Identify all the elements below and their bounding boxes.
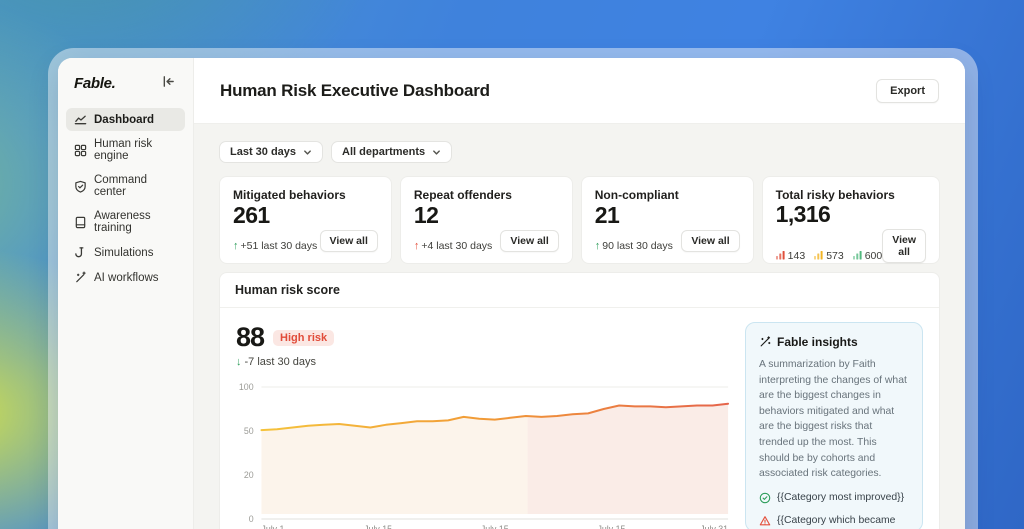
sidebar-item-dashboard[interactable]: Dashboard [66,108,185,131]
department-select[interactable]: All departments [331,141,452,163]
sidebar-item-awareness-training[interactable]: Awareness training [66,205,185,239]
stat-card-non-compliant: Non-compliant 21 ↑ 90 last 30 days View … [581,176,754,264]
sidebar-item-label: Human risk engine [94,138,177,162]
chevron-down-icon [303,148,312,157]
insights-body: A summarization by Faith interpreting th… [759,357,909,482]
stat-card-value: 261 [233,203,378,227]
page-title: Human Risk Executive Dashboard [220,81,490,101]
stat-card-label: Non-compliant [595,188,740,202]
date-range-value: Last 30 days [230,146,296,158]
stat-card-label: Total risky behaviors [776,188,926,202]
stat-card-delta: ↑ +51 last 30 days [233,240,317,252]
sidebar-item-command-center[interactable]: Command center [66,169,185,203]
arrow-down-icon: ↓ [236,356,242,368]
svg-text:July 1: July 1 [261,524,284,529]
view-all-button[interactable]: View all [500,230,558,252]
app-window: Fable. Dashboard Human risk engine Co [58,58,965,529]
stat-card-label: Repeat offenders [414,188,559,202]
stat-card-mitigated-behaviors: Mitigated behaviors 261 ↑ +51 last 30 da… [219,176,392,264]
risk-score-chart: 100 50 20 0 July 1 July 15 July 15 July 15 July … [236,381,732,529]
sidebar: Fable. Dashboard Human risk engine Co [58,58,194,529]
stat-card-total-risky-behaviors: Total risky behaviors 1,316 143 573 [762,176,940,264]
collapse-sidebar-icon [162,75,175,91]
stat-cards-row: Mitigated behaviors 261 ↑ +51 last 30 da… [219,176,940,264]
grid-icon [74,144,87,157]
stat-card-repeat-offenders: Repeat offenders 12 ↑ +4 last 30 days Vi… [400,176,573,264]
stat-card-delta: ↑ 90 last 30 days [595,240,673,252]
risk-breakdown: 143 573 600 [776,249,883,263]
stat-card-delta: ↑ +4 last 30 days [414,240,492,252]
sidebar-collapse-button[interactable] [160,73,177,93]
shield-check-icon [74,180,87,193]
high-risk-badge: High risk [273,330,334,346]
insight-item-improved: {{Category most improved}} [759,491,909,505]
chart-line-icon [74,113,87,126]
risk-score-value: 88 [236,322,264,353]
sidebar-item-simulations[interactable]: Simulations [66,241,185,264]
check-circle-icon [759,492,771,504]
fable-insights-panel: Fable insights A summarization by Faith … [745,322,923,529]
stat-card-label: Mitigated behaviors [233,188,378,202]
sidebar-item-label: AI workflows [94,272,159,284]
book-icon [74,216,87,229]
sidebar-item-label: Awareness training [94,210,177,234]
wand-icon [74,271,87,284]
view-all-button[interactable]: View all [681,230,739,252]
sidebar-item-label: Simulations [94,247,153,259]
view-all-button[interactable]: View all [882,229,926,263]
sidebar-item-label: Command center [94,174,177,198]
arrow-up-icon: ↑ [233,240,239,252]
svg-text:100: 100 [239,382,254,392]
svg-text:50: 50 [244,426,254,436]
date-range-select[interactable]: Last 30 days [219,141,323,163]
sidebar-item-ai-workflows[interactable]: AI workflows [66,266,185,289]
arrow-up-icon: ↑ [595,240,601,252]
fable-logo: Fable. [74,75,116,92]
svg-text:July 15: July 15 [481,524,509,529]
bars-yellow-icon [814,249,823,263]
svg-text:July 15: July 15 [597,524,625,529]
view-all-button[interactable]: View all [320,230,378,252]
svg-text:July 31: July 31 [700,524,728,529]
svg-text:0: 0 [249,514,254,524]
svg-text:20: 20 [244,470,254,480]
export-button[interactable]: Export [876,79,939,103]
sidebar-item-human-risk-engine[interactable]: Human risk engine [66,133,185,167]
risk-score-delta: ↓ -7 last 30 days [236,356,732,368]
risk-score-line-chart: 100 50 20 0 July 1 July 15 July 15 July 15 July … [236,381,732,529]
main-area: Human Risk Executive Dashboard Export La… [194,58,965,529]
page-header: Human Risk Executive Dashboard Export [194,58,965,124]
stat-card-value: 1,316 [776,202,926,226]
sparkle-wand-icon [759,336,771,348]
stat-card-value: 21 [595,203,740,227]
department-value: All departments [342,146,425,158]
dashboard-content: Last 30 days All departments Mitigated b… [194,124,965,529]
human-risk-score-card: Human risk score 88 High risk ↓ -7 last … [219,272,940,529]
alert-triangle-icon [759,515,771,527]
sidebar-item-label: Dashboard [94,114,154,126]
chevron-down-icon [432,148,441,157]
filters-row: Last 30 days All departments [219,141,940,163]
hook-icon [74,246,87,259]
stat-card-value: 12 [414,203,559,227]
bars-green-icon [853,249,862,263]
arrow-up-icon: ↑ [414,240,420,252]
insight-item-worst: {{Category which became the worst}} [759,514,909,529]
section-title: Human risk score [220,273,939,308]
bars-red-icon [776,249,785,263]
insights-title: Fable insights [777,335,858,349]
svg-text:July 15: July 15 [364,524,392,529]
